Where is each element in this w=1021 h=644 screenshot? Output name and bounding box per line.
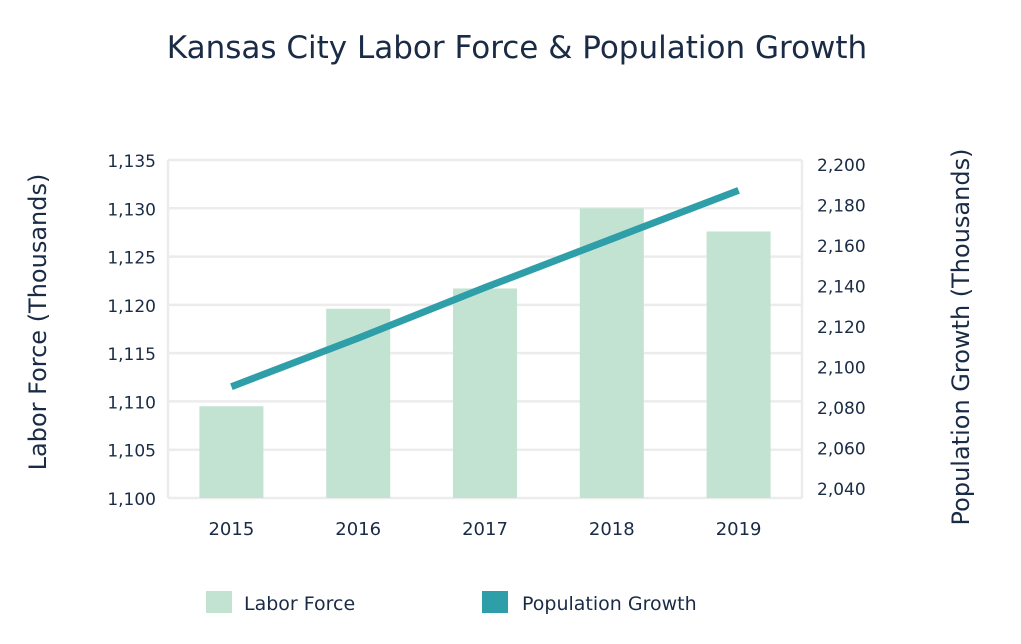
x-tick-label: 2018 (589, 519, 635, 540)
bar-labor-force (580, 208, 644, 498)
x-tick-label: 2019 (716, 519, 762, 540)
left-tick-label: 1,110 (107, 393, 156, 413)
right-tick-label: 2,180 (817, 197, 866, 217)
right-tick-label: 2,160 (817, 237, 866, 257)
left-tick-label: 1,115 (107, 345, 156, 365)
left-tick-label: 1,125 (107, 249, 156, 269)
legend-swatch-population-growth (482, 591, 508, 613)
bar-labor-force (453, 288, 517, 498)
legend-swatch-labor-force (206, 591, 232, 613)
legend-label-population-growth: Population Growth (522, 593, 697, 615)
x-tick-label: 2016 (335, 519, 381, 540)
x-tick-label: 2015 (208, 519, 254, 540)
left-axis-ticks: 1,100 1,105 1,110 1,115 1,120 1,125 1,130 1,135 (107, 152, 156, 510)
left-tick-label: 1,105 (107, 442, 156, 462)
left-tick-label: 1,130 (107, 200, 156, 220)
legend: Labor Force Population Growth (206, 591, 697, 615)
right-tick-label: 2,120 (817, 318, 866, 338)
legend-label-labor-force: Labor Force (244, 593, 355, 615)
left-tick-label: 1,120 (107, 297, 156, 317)
right-tick-label: 2,100 (817, 358, 866, 378)
right-tick-label: 2,060 (817, 439, 866, 459)
left-axis-label: Labor Force (Thousands) (24, 174, 52, 471)
bar-labor-force (707, 231, 771, 498)
x-axis-ticks: 2015 2016 2017 2018 2019 (208, 519, 761, 540)
chart-title: Kansas City Labor Force & Population Gro… (167, 30, 867, 66)
x-tick-label: 2017 (462, 519, 508, 540)
right-tick-label: 2,040 (817, 480, 866, 500)
right-tick-label: 2,080 (817, 399, 866, 419)
bar-labor-force (199, 406, 263, 498)
right-tick-label: 2,200 (817, 156, 866, 176)
left-tick-label: 1,100 (107, 490, 156, 510)
right-axis-label: Population Growth (Thousands) (947, 149, 975, 526)
left-tick-label: 1,135 (107, 152, 156, 172)
right-axis-ticks: 2,040 2,060 2,080 2,100 2,120 2,140 2,160 2,180… (817, 156, 866, 500)
right-tick-label: 2,140 (817, 277, 866, 297)
